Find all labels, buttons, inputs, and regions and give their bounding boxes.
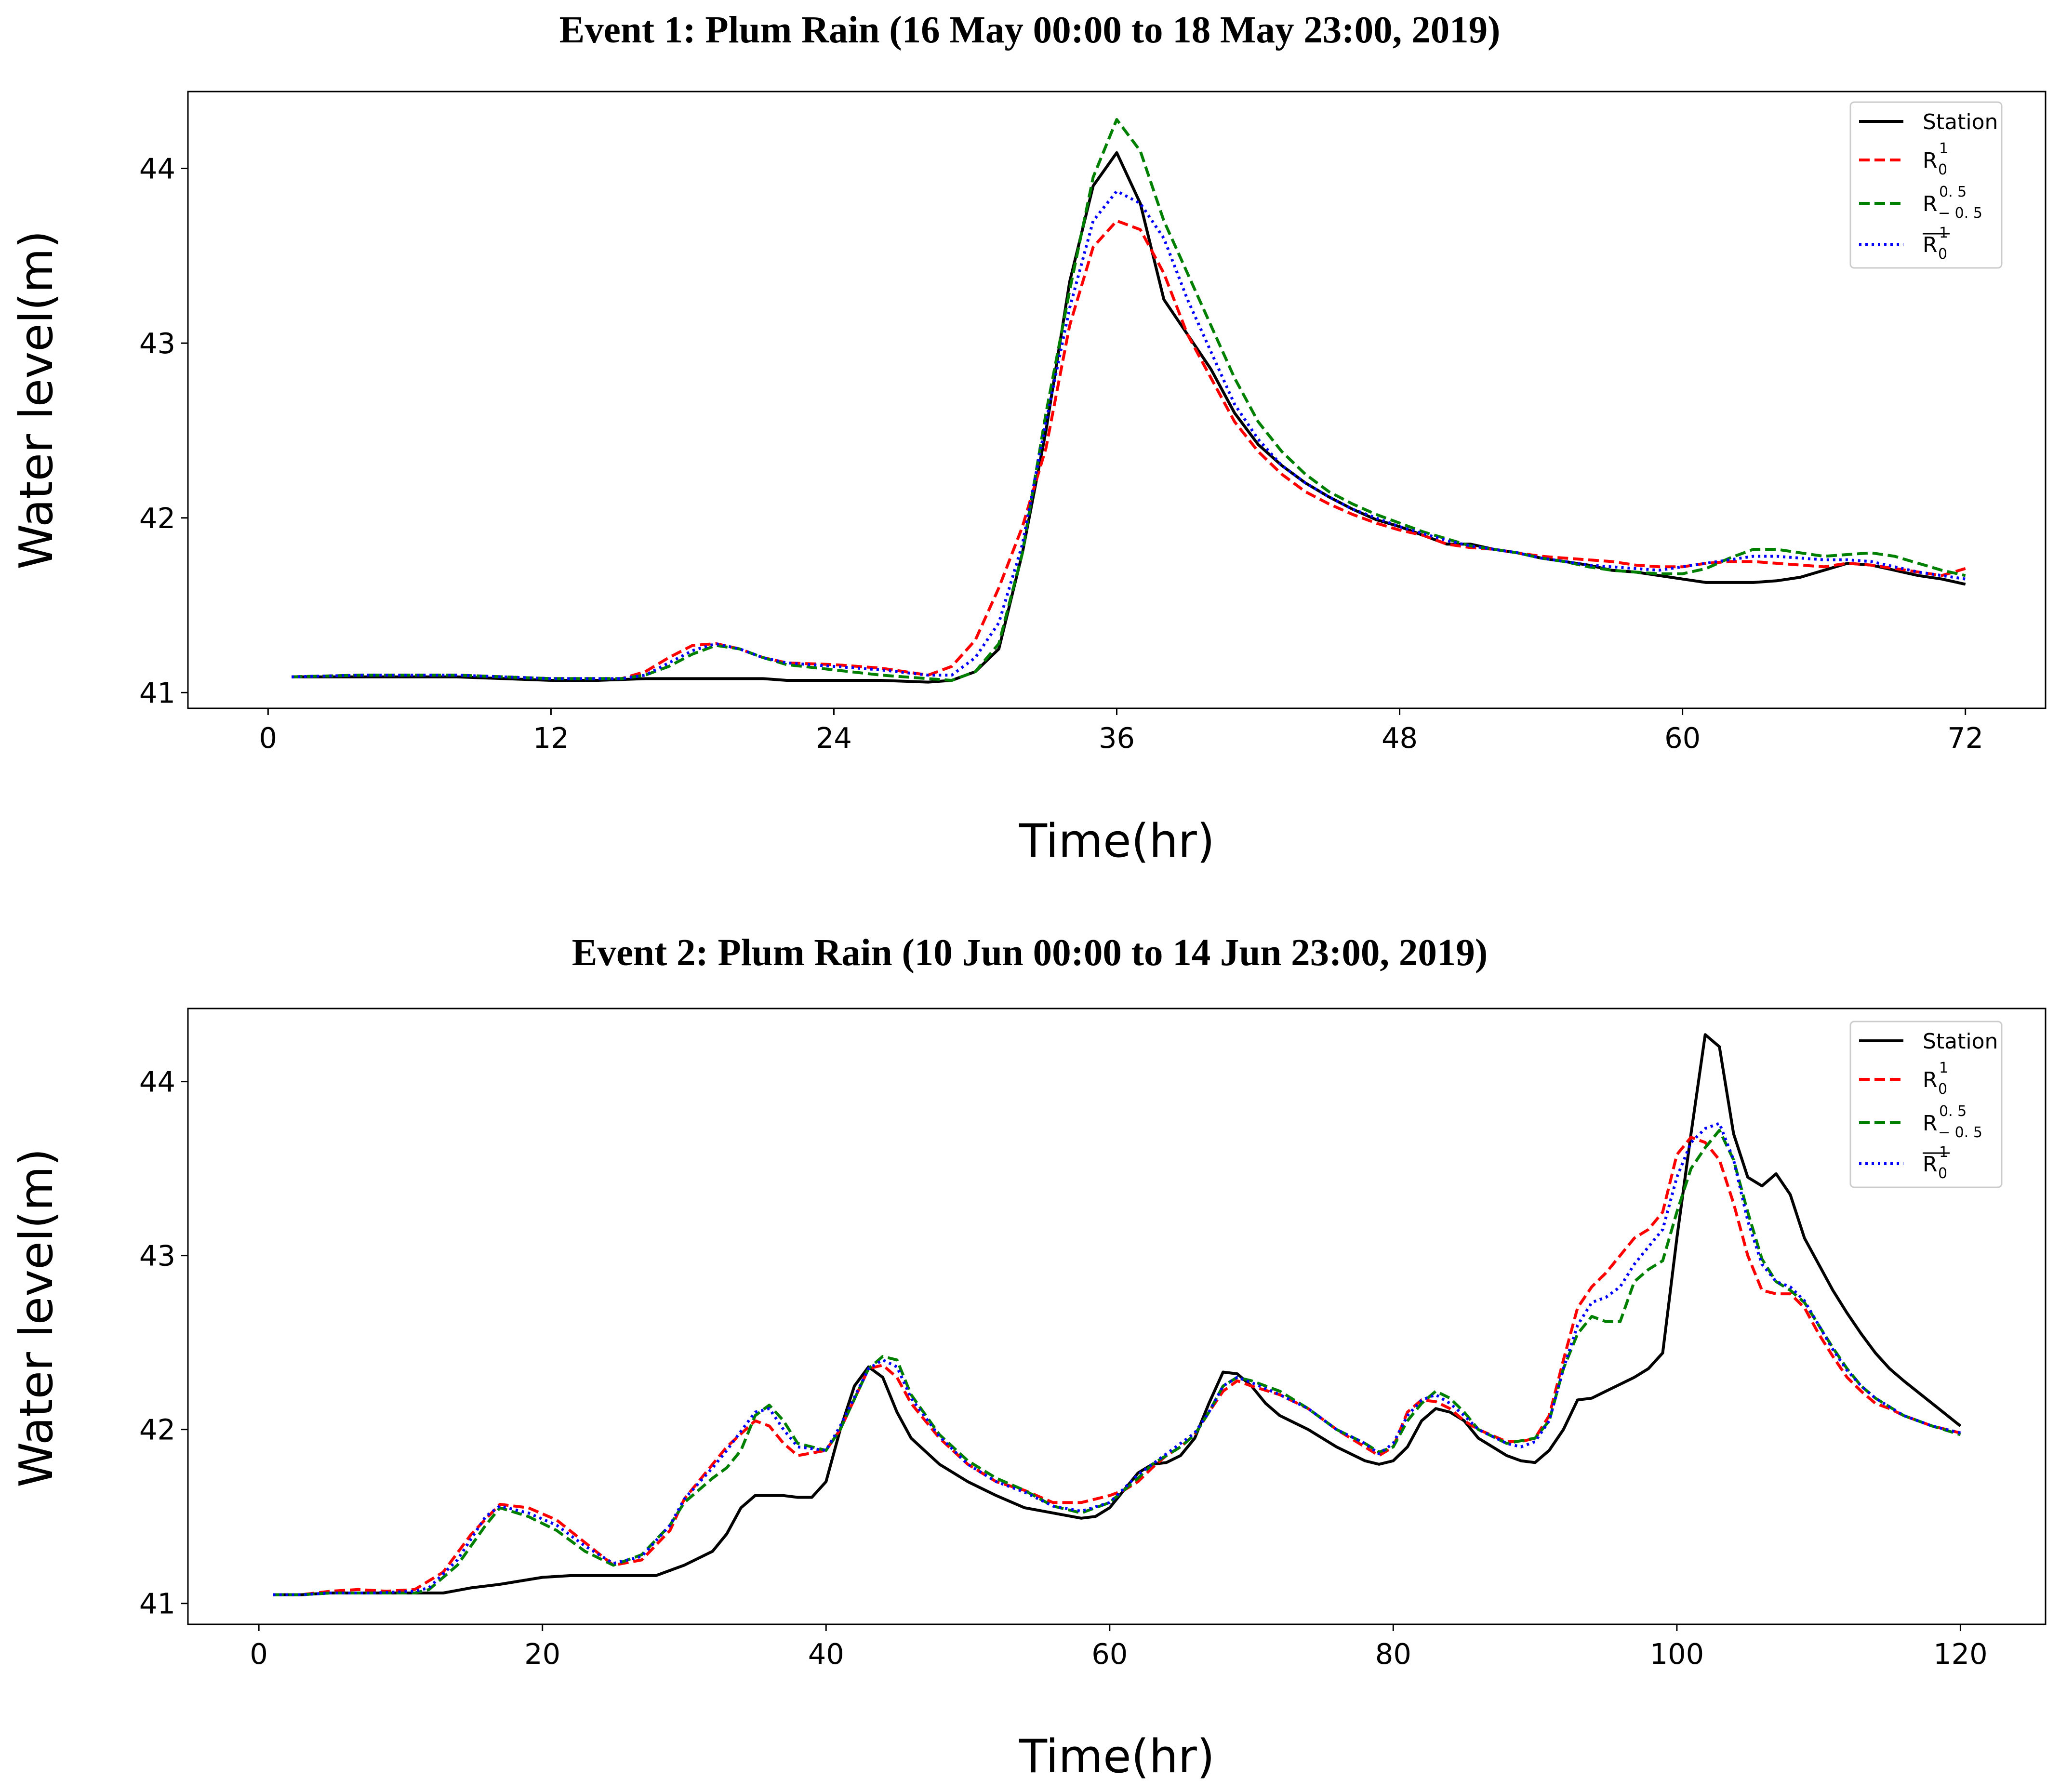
chart-2-y-ticks: 41 42 43 44 [139, 1065, 188, 1620]
legend-box [1849, 101, 2003, 269]
x-tick-label: 60 [1091, 1637, 1128, 1671]
y-tick-label: 41 [139, 676, 175, 709]
x-tick-label: 20 [524, 1637, 560, 1671]
chart-event-1: Event 1: Plum Rain (16 May 00:00 to 18 M… [10, 9, 2047, 868]
legend-subscript-2: − 0. 5 [1938, 1124, 1982, 1141]
legend-subscript-3: 0 [1938, 1165, 1947, 1182]
legend-label-0: Station [1923, 110, 1998, 134]
chart-2-plot-frame [187, 1008, 2047, 1625]
series-line-2 [292, 118, 1966, 682]
x-tick-label: 12 [533, 721, 569, 755]
legend-subscript-1: 0 [1938, 1081, 1947, 1098]
x-tick-label: 40 [808, 1637, 844, 1671]
chart-1-series [292, 118, 1966, 684]
y-tick-label: 41 [139, 1587, 175, 1620]
legend-label-2: R [1923, 192, 1938, 216]
legend-label-1: R [1923, 1068, 1938, 1092]
legend-subscript-2: − 0. 5 [1938, 205, 1982, 222]
x-tick-label: 60 [1664, 721, 1701, 755]
legend-subscript-3: 0 [1938, 246, 1947, 263]
legend-label-3: R [1923, 1152, 1938, 1177]
y-tick-label: 43 [139, 327, 175, 360]
series-line-0 [292, 151, 1966, 684]
x-tick-label: 0 [259, 721, 278, 755]
chart-1-plot-frame [187, 91, 2047, 709]
x-tick-label: 100 [1650, 1637, 1704, 1671]
chart-2-title: Event 2: Plum Rain (10 Jun 00:00 to 14 J… [572, 932, 1488, 974]
x-tick-label: 36 [1099, 721, 1135, 755]
y-tick-label: 42 [139, 1413, 175, 1447]
x-tick-label: 120 [1933, 1637, 1988, 1671]
chart-2-x-ticks: 0 20 40 60 80 100 120 [250, 1624, 1988, 1671]
chart-2-x-axis-label: Time(hr) [1019, 1730, 1215, 1783]
legend-label-3: R [1923, 233, 1938, 257]
legend-label-1: R [1923, 148, 1938, 173]
y-tick-label: 42 [139, 502, 175, 535]
chart-event-2: Event 2: Plum Rain (10 Jun 00:00 to 14 J… [10, 932, 2047, 1783]
x-tick-label: 24 [816, 721, 852, 755]
y-tick-label: 44 [139, 152, 175, 186]
x-tick-label: 48 [1382, 721, 1418, 755]
legend-box [1849, 1021, 2003, 1188]
chart-1-y-axis-label: Water level(m) [10, 230, 63, 570]
legend-superscript-1: 1 [1939, 1060, 1948, 1076]
legend-label-0: Station [1923, 1029, 1998, 1054]
chart-1-y-ticks: 41 42 43 44 [139, 152, 188, 709]
legend-superscript-2: 0. 5 [1939, 1103, 1967, 1120]
legend-superscript-2: 0. 5 [1939, 184, 1967, 200]
chart-1-x-ticks: 0 12 24 36 48 60 72 [259, 708, 1983, 755]
legend-superscript-1: 1 [1939, 140, 1948, 157]
x-tick-label: 0 [250, 1637, 268, 1671]
chart-1-title: Event 1: Plum Rain (16 May 00:00 to 18 M… [559, 9, 1501, 51]
legend-subscript-1: 0 [1938, 161, 1947, 178]
chart-1-x-axis-label: Time(hr) [1019, 815, 1215, 868]
legend-label-2: R [1923, 1111, 1938, 1136]
chart-2-series [273, 1033, 1962, 1596]
y-tick-label: 44 [139, 1065, 175, 1099]
chart-2-y-axis-label: Water level(m) [10, 1148, 63, 1487]
x-tick-label: 72 [1947, 721, 1983, 755]
x-tick-label: 80 [1375, 1637, 1411, 1671]
y-tick-label: 43 [139, 1239, 175, 1273]
series-line-1 [292, 219, 1966, 680]
